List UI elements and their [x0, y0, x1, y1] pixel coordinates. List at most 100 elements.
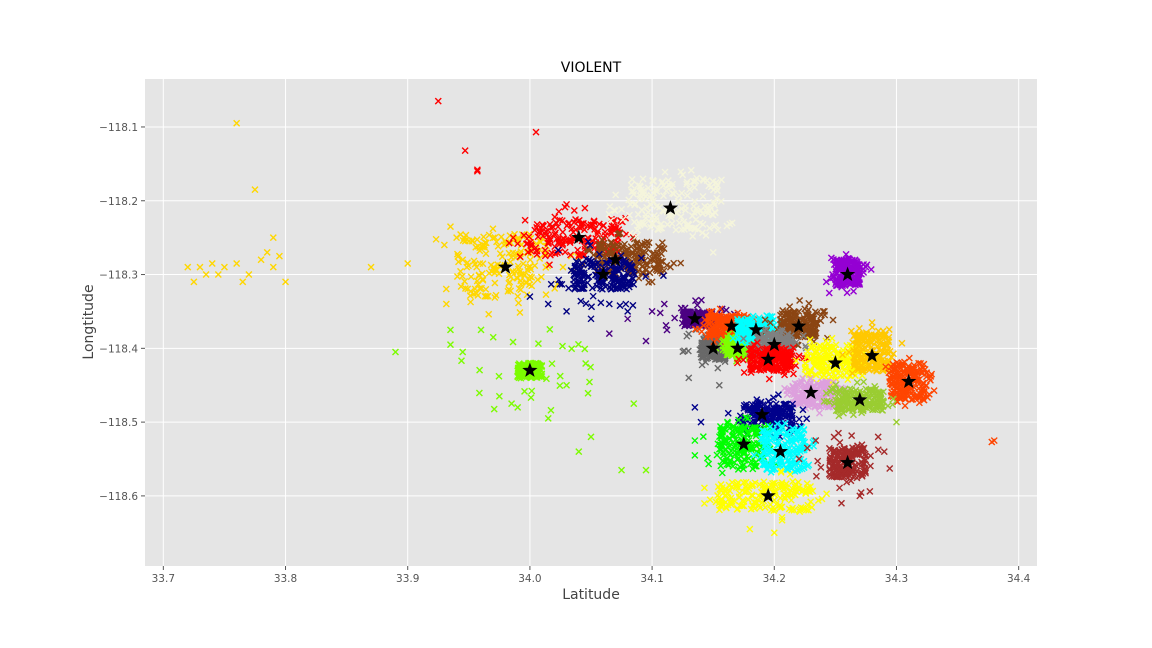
data-point [485, 231, 493, 239]
data-point [516, 309, 524, 316]
data-point [630, 400, 638, 408]
x-tick-label: 34.0 [518, 573, 541, 585]
data-point [597, 299, 605, 307]
data-point [567, 251, 575, 259]
y-tick-label: −118.2 [99, 196, 138, 208]
data-point [505, 285, 513, 293]
data-point [467, 273, 475, 281]
data-point [559, 228, 567, 236]
data-point [501, 237, 509, 245]
data-point [668, 189, 676, 197]
data-point [533, 220, 541, 228]
data-point [618, 205, 626, 213]
data-point [630, 252, 638, 260]
data-point [558, 280, 566, 288]
data-point [525, 230, 533, 238]
y-tick-label: −118.6 [99, 491, 138, 503]
data-point [536, 254, 544, 262]
data-point [634, 181, 642, 189]
x-tick-label: 34.4 [1007, 573, 1031, 585]
data-point [581, 204, 589, 212]
data-point [476, 244, 484, 252]
data-point [662, 187, 670, 195]
data-point [701, 202, 709, 210]
data-point [595, 250, 603, 258]
cluster-4-points [526, 238, 667, 323]
data-point [634, 222, 642, 230]
data-point [580, 281, 588, 289]
y-tick-label: −118.5 [99, 417, 138, 429]
data-point [263, 248, 271, 256]
data-point [713, 187, 721, 195]
data-point [459, 237, 467, 244]
data-point [648, 307, 656, 315]
data-point [686, 185, 694, 193]
data-point [367, 263, 375, 271]
data-point [684, 347, 692, 355]
data-point [571, 285, 579, 293]
data-point [577, 265, 585, 273]
data-point [714, 364, 722, 372]
data-point [473, 263, 481, 271]
data-point [624, 315, 632, 323]
data-point [556, 216, 564, 224]
data-point [679, 171, 687, 179]
data-point [693, 301, 701, 309]
data-point [556, 372, 564, 380]
data-point [649, 250, 657, 258]
data-point [683, 192, 691, 200]
data-point [709, 211, 717, 219]
data-point [643, 238, 651, 246]
data-point [475, 389, 483, 397]
data-point [536, 238, 544, 246]
data-point [534, 233, 542, 241]
data-point [650, 177, 658, 185]
x-tick-label: 34.1 [640, 573, 663, 585]
data-point [602, 259, 610, 267]
data-point [574, 246, 582, 254]
data-point [527, 394, 535, 402]
data-point [475, 271, 483, 279]
data-point [652, 217, 660, 225]
data-point [713, 194, 721, 202]
data-point [531, 262, 539, 270]
data-point [690, 178, 698, 186]
data-point [467, 298, 475, 306]
data-point [584, 238, 592, 246]
data-point [546, 251, 554, 259]
data-point [517, 280, 525, 288]
data-point [715, 322, 723, 330]
data-point [505, 279, 513, 287]
data-point [642, 211, 650, 219]
data-point [517, 374, 525, 382]
data-point [589, 292, 597, 300]
data-point [269, 263, 277, 271]
data-point [663, 261, 671, 269]
data-point [660, 192, 668, 200]
data-point [282, 278, 290, 286]
data-point [683, 321, 691, 329]
data-point [516, 364, 524, 372]
data-point [601, 252, 609, 260]
data-point [703, 208, 711, 216]
data-point [669, 180, 676, 188]
data-point [214, 271, 222, 279]
data-point [208, 259, 216, 267]
data-point [607, 217, 615, 225]
data-point [715, 312, 723, 320]
data-point [643, 203, 651, 211]
data-point [626, 264, 634, 272]
data-point [712, 221, 720, 229]
data-point [718, 305, 726, 313]
data-point [442, 300, 450, 308]
data-point [581, 345, 589, 353]
data-point [536, 228, 544, 236]
data-point [251, 186, 259, 194]
data-point [698, 328, 706, 336]
data-point [545, 261, 553, 269]
data-point [479, 260, 487, 268]
data-point [693, 174, 701, 182]
data-point [519, 260, 527, 268]
data-point [556, 382, 564, 390]
data-point [548, 360, 556, 368]
